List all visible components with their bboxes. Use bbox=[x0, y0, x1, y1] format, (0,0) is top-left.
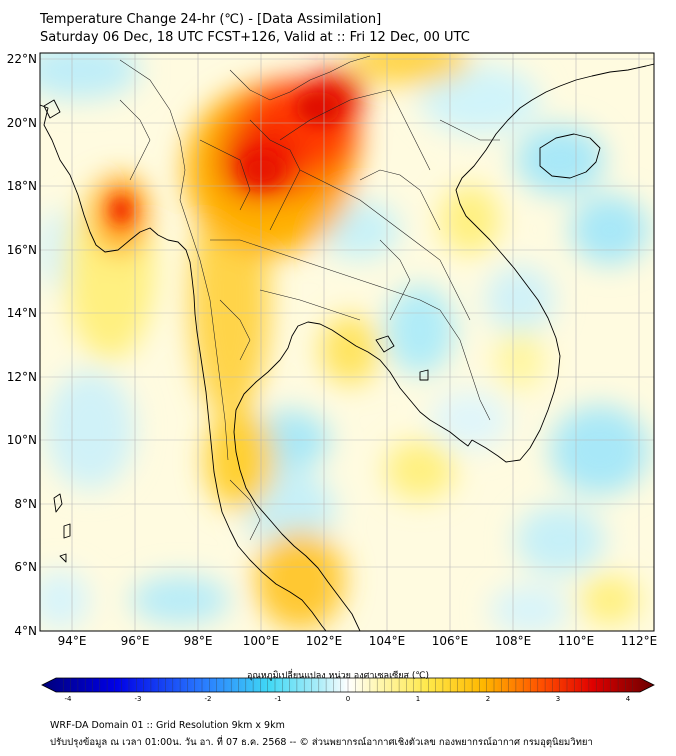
lat-tick-label: 8°N bbox=[14, 497, 37, 511]
colorbar-tick-label: 2 bbox=[486, 695, 490, 703]
lon-axis: 94°E 96°E 98°E 100°E 102°E 104°E 106°E 1… bbox=[58, 634, 658, 648]
lat-tick-label: 14°N bbox=[7, 306, 37, 320]
colorbar: -4 -3 -2 -1 0 1 2 3 4 bbox=[41, 677, 655, 703]
temperature-field bbox=[40, 53, 654, 631]
colorbar-tick-label: 1 bbox=[416, 695, 420, 703]
lat-tick-label: 12°N bbox=[7, 370, 37, 384]
lat-tick-label: 10°N bbox=[7, 433, 37, 447]
colorbar-label: อุณหภูมิเปลี่ยนแปลง หน่วย องศาเซลเซียส (… bbox=[246, 671, 430, 681]
lon-tick-label: 110°E bbox=[558, 634, 595, 648]
plot-frame bbox=[39, 52, 655, 632]
colorbar-tick-label: 4 bbox=[626, 695, 631, 703]
map-subtitle: Saturday 06 Dec, 18 UTC FCST+126, Valid … bbox=[40, 30, 470, 45]
lat-tick-label: 22°N bbox=[7, 52, 37, 66]
lon-tick-label: 108°E bbox=[495, 634, 532, 648]
lat-tick-label: 4°N bbox=[14, 624, 37, 638]
colorbar-tick-label: -4 bbox=[65, 695, 73, 703]
lat-tick-label: 18°N bbox=[7, 179, 37, 193]
lat-tick-label: 6°N bbox=[14, 560, 37, 574]
graticule bbox=[40, 53, 654, 631]
lon-tick-label: 96°E bbox=[121, 634, 150, 648]
lon-tick-label: 98°E bbox=[184, 634, 213, 648]
colorbar-tick-label: -2 bbox=[205, 695, 212, 703]
footer-credit: ปรับปรุงข้อมูล ณ เวลา 01:00น. วัน อา. ที… bbox=[50, 737, 593, 748]
colorbar-tick-label: 0 bbox=[346, 695, 350, 703]
colorbar-tick-label: -3 bbox=[135, 695, 142, 703]
coastlines bbox=[40, 63, 654, 631]
lon-tick-label: 102°E bbox=[306, 634, 343, 648]
lon-tick-label: 106°E bbox=[432, 634, 469, 648]
lat-tick-label: 20°N bbox=[7, 116, 37, 130]
lat-tick-label: 16°N bbox=[7, 243, 37, 257]
lat-axis: 4°N 6°N 8°N 10°N 12°N 14°N 16°N 18°N 20°… bbox=[7, 52, 37, 638]
lon-tick-label: 112°E bbox=[621, 634, 658, 648]
map-title: Temperature Change 24-hr (℃) - [Data Ass… bbox=[40, 12, 382, 27]
footer-model-info: WRF-DA Domain 01 :: Grid Resolution 9km … bbox=[50, 720, 285, 731]
lon-tick-label: 100°E bbox=[243, 634, 280, 648]
lon-tick-label: 94°E bbox=[58, 634, 87, 648]
admin-boundaries bbox=[119, 55, 500, 541]
colorbar-tick-label: 3 bbox=[556, 695, 560, 703]
lon-tick-label: 104°E bbox=[369, 634, 406, 648]
colorbar-tick-label: -1 bbox=[275, 695, 282, 703]
